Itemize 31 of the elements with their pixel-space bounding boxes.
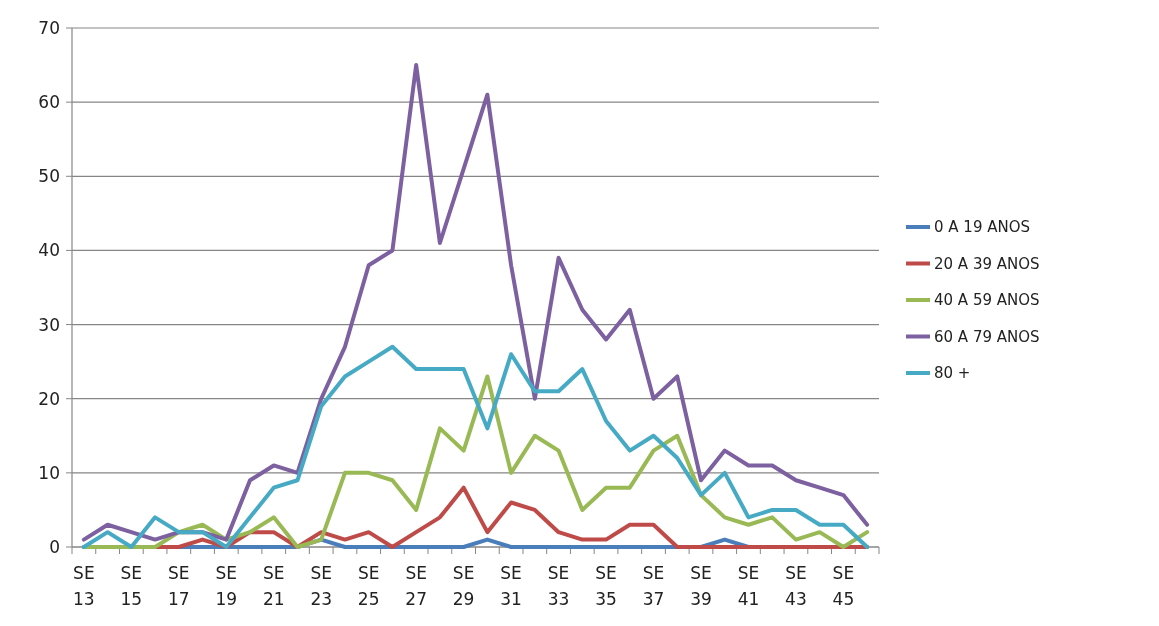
x-tick-label: SE 39 (690, 563, 712, 609)
x-tick-label: SE 23 (310, 563, 333, 609)
y-tick-label: 20 (38, 388, 60, 409)
x-tick-label: SE 13 (73, 563, 95, 609)
legend-label: 0 A 19 ANOS (934, 218, 1031, 237)
y-tick-label: 50 (38, 166, 60, 187)
legend-label: 20 A 39 ANOS (934, 254, 1040, 273)
x-tick-label: SE 17 (167, 563, 190, 609)
legend-label: 60 A 79 ANOS (934, 327, 1040, 346)
legend-label: 40 A 59 ANOS (934, 291, 1040, 310)
y-tick-label: 30 (38, 314, 60, 335)
x-tick-label: SE 21 (262, 563, 285, 609)
x-tick-label: SE 15 (120, 563, 143, 609)
legend-label: 80 + (934, 364, 971, 383)
y-tick-label: 10 (38, 462, 60, 483)
x-tick-label: SE 29 (452, 563, 475, 609)
y-tick-label: 40 (38, 240, 60, 261)
y-tick-label: 0 (49, 536, 60, 557)
x-tick-label: SE 43 (785, 563, 807, 609)
x-tick-label: SE 41 (737, 563, 760, 609)
x-tick-label: SE 37 (642, 563, 665, 609)
x-tick-label: SE 31 (500, 563, 522, 609)
x-tick-label: SE 35 (595, 563, 617, 609)
x-tick-label: SE 27 (405, 563, 427, 609)
x-tick-label: SE 19 (215, 563, 238, 609)
y-tick-label: 70 (38, 17, 60, 38)
x-tick-label: SE 45 (832, 563, 855, 609)
line-series (81, 63, 870, 542)
x-tick-label: SE 25 (357, 563, 380, 609)
y-tick-label: 60 (38, 92, 60, 113)
x-tick-label: SE 33 (547, 563, 570, 609)
